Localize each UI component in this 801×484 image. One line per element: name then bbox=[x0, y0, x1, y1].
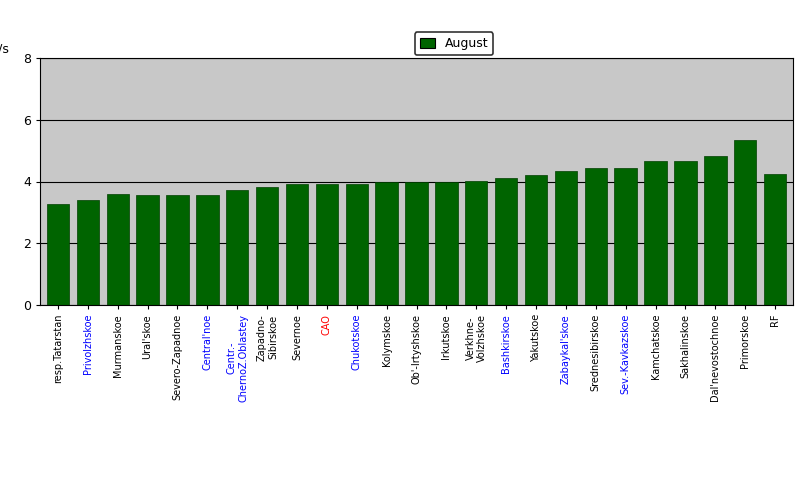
Bar bbox=[405, 182, 428, 305]
Bar bbox=[316, 184, 338, 305]
Bar bbox=[77, 200, 99, 305]
Bar bbox=[435, 182, 457, 305]
Bar bbox=[376, 182, 398, 305]
Bar bbox=[495, 178, 517, 305]
Bar bbox=[704, 156, 727, 305]
Bar bbox=[614, 168, 637, 305]
Bar bbox=[525, 175, 547, 305]
Bar bbox=[764, 174, 787, 305]
Bar bbox=[644, 161, 666, 305]
Bar bbox=[107, 195, 129, 305]
Legend: August: August bbox=[415, 32, 493, 55]
Bar bbox=[345, 183, 368, 305]
Bar bbox=[256, 187, 278, 305]
Bar bbox=[465, 181, 488, 305]
Bar bbox=[196, 195, 219, 305]
Bar bbox=[555, 171, 577, 305]
Text: m/s: m/s bbox=[0, 43, 10, 56]
Bar bbox=[167, 195, 189, 305]
Bar bbox=[734, 140, 756, 305]
Bar bbox=[46, 204, 69, 305]
Bar bbox=[226, 190, 248, 305]
Bar bbox=[136, 195, 159, 305]
Bar bbox=[585, 167, 607, 305]
Bar bbox=[674, 161, 697, 305]
Bar bbox=[286, 184, 308, 305]
